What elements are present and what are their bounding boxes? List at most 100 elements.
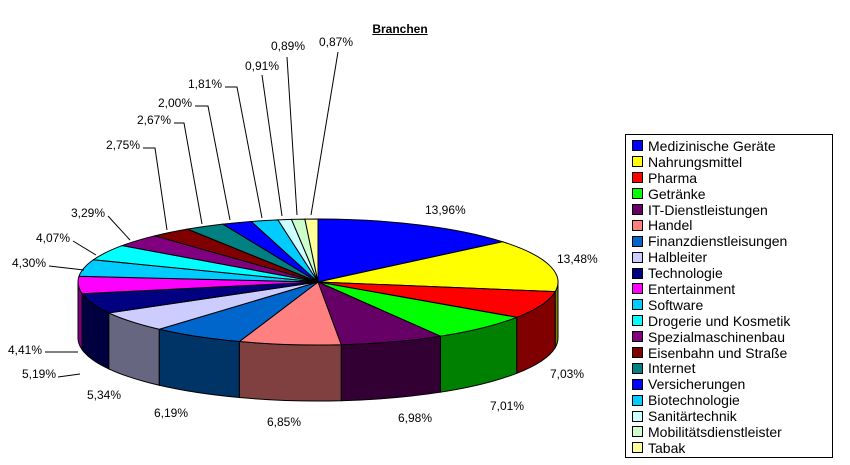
legend-item: Entertainment <box>632 281 832 297</box>
legend-item: Finanzdienstleisungen <box>632 233 832 249</box>
data-label: 4,41% <box>8 343 42 357</box>
leader-line <box>174 122 203 225</box>
data-label: 1,81% <box>188 77 222 91</box>
legend-label: Technologie <box>648 265 723 282</box>
legend-swatch <box>632 219 643 231</box>
legend-label: Drogerie und Kosmetik <box>648 312 791 329</box>
chart-title: Branchen <box>372 22 428 36</box>
legend-item: Internet <box>632 360 832 376</box>
pie-slice-side <box>238 340 342 402</box>
legend-swatch <box>632 172 643 184</box>
data-label: 7,01% <box>490 399 524 413</box>
legend-item: Versicherungen <box>632 376 832 392</box>
legend-label: Internet <box>648 360 696 377</box>
data-label: 4,07% <box>36 231 70 245</box>
data-label: 6,19% <box>154 406 188 420</box>
legend-item: Biotechnologie <box>632 392 832 408</box>
legend-label: Medizinische Geräte <box>648 137 776 154</box>
legend-item: Mobilitätsdienstleister <box>632 424 832 440</box>
data-label: 2,00% <box>158 96 192 110</box>
legend-item: Tabak <box>632 440 832 456</box>
data-label: 5,19% <box>22 367 56 381</box>
leader-line <box>72 240 97 256</box>
data-label: 13,48% <box>557 252 598 266</box>
legend-swatch <box>632 235 643 247</box>
legend-item: Pharma <box>632 170 832 186</box>
data-label: 5,34% <box>87 388 121 402</box>
leader-line <box>107 215 131 241</box>
legend-swatch <box>632 378 643 390</box>
legend-swatch <box>632 347 643 359</box>
legend-item: IT-Dienstleistungen <box>632 202 832 218</box>
legend-item: Spezialmaschinenbau <box>632 329 832 345</box>
legend-label: Sanitärtechnik <box>648 408 737 425</box>
legend-swatch <box>632 251 643 263</box>
legend-item: Sanitärtechnik <box>632 408 832 424</box>
pie-slice-side <box>340 335 441 402</box>
legend-swatch <box>632 204 643 215</box>
data-label: 4,30% <box>12 256 46 270</box>
pie-slice <box>238 281 342 346</box>
legend-label: Pharma <box>648 169 698 186</box>
data-label: 0,89% <box>271 39 305 53</box>
legend-label: Tabak <box>648 439 686 456</box>
data-label: 0,87% <box>319 35 353 49</box>
data-label: 3,29% <box>71 206 105 220</box>
pie-slice <box>317 281 519 337</box>
legend-swatch <box>632 299 643 311</box>
pie-slice <box>317 241 559 293</box>
legend-swatch <box>632 331 643 343</box>
leader-line <box>48 265 85 271</box>
legend-swatch <box>632 156 643 168</box>
data-label: 6,98% <box>398 411 432 425</box>
legend-swatch <box>632 442 643 454</box>
legend-label: Nahrungsmittel <box>648 153 743 170</box>
data-label: 7,03% <box>550 367 584 381</box>
leader-line <box>310 51 339 216</box>
legend-item: Medizinische Geräte <box>632 138 832 154</box>
legend-item: Technologie <box>632 265 832 281</box>
legend-swatch <box>632 315 643 327</box>
legend-item: Nahrungsmittel <box>632 154 832 170</box>
pie-slice <box>317 281 557 318</box>
legend-swatch <box>632 426 643 438</box>
legend-swatch <box>632 394 643 406</box>
legend-label: Handel <box>648 217 693 234</box>
legend-label: Software <box>648 296 704 313</box>
legend-label: Spezialmaschinenbau <box>648 328 785 345</box>
legend-label: Mobilitätsdienstleister <box>648 423 782 440</box>
leader-line <box>143 147 168 231</box>
legend-item: Halbleiter <box>632 249 832 265</box>
legend-label: Eisenbahn und Straße <box>648 344 788 361</box>
leader-line <box>225 86 263 219</box>
legend-item: Getränke <box>632 186 832 202</box>
legend-label: Halbleiter <box>648 249 708 266</box>
legend-item: Software <box>632 297 832 313</box>
legend-label: Versicherungen <box>648 376 746 393</box>
legend-swatch <box>632 362 643 374</box>
leader-line <box>286 56 298 216</box>
leader-line <box>261 74 283 217</box>
data-label: 13,96% <box>425 203 466 217</box>
legend-label: Entertainment <box>648 280 736 297</box>
data-label: 0,91% <box>245 59 279 73</box>
legend-swatch <box>632 140 643 152</box>
legend: Medizinische Geräte Nahrungsmittel Pharma G… <box>625 134 833 458</box>
legend-item: Eisenbahn und Straße <box>632 345 832 361</box>
legend-swatch <box>632 410 643 422</box>
pie-slice <box>317 281 443 346</box>
pie-slice <box>304 218 319 283</box>
legend-item: Drogerie und Kosmetik <box>632 313 832 329</box>
leader-line <box>195 105 231 221</box>
pie-slice <box>317 218 505 283</box>
legend-swatch <box>632 283 643 295</box>
leader-line <box>57 373 81 378</box>
legend-swatch <box>632 267 643 279</box>
data-label: 6,85% <box>267 415 301 429</box>
data-label: 2,67% <box>137 113 171 127</box>
data-label: 2,75% <box>106 138 140 152</box>
legend-label: IT-Dienstleistungen <box>648 201 768 218</box>
legend-label: Getränke <box>648 185 706 202</box>
legend-swatch <box>632 188 643 200</box>
